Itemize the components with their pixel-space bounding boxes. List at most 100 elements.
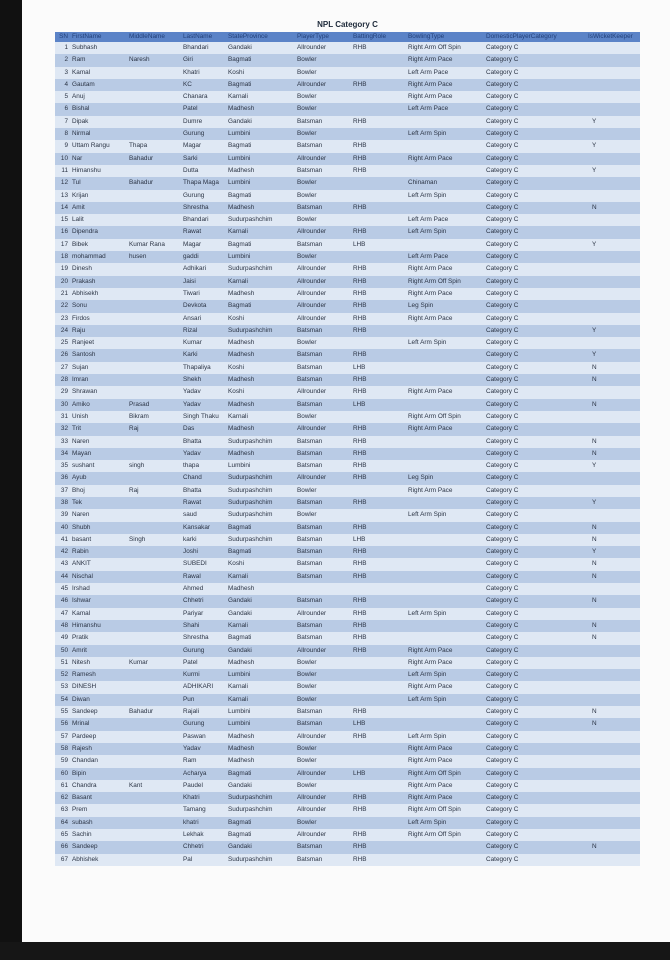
cell-bowling-type: Right Arm Off Spin bbox=[408, 44, 461, 51]
cell-domestic-category: Category C bbox=[486, 117, 519, 125]
cell-is-wicket-keeper bbox=[586, 780, 640, 792]
cell-domestic-category: Category C bbox=[486, 474, 519, 482]
cell-state-province: Madhesh bbox=[228, 289, 255, 297]
cell-batting-role: RHB bbox=[353, 634, 367, 642]
cell-last-name: Gurung bbox=[183, 191, 205, 199]
cell-state-province: Sudurpashchim bbox=[228, 794, 273, 802]
cell-sn: 32 bbox=[60, 425, 68, 433]
cell-bowling-type: Right Arm Pace bbox=[408, 314, 453, 322]
cell-batting-role: LHB bbox=[353, 535, 366, 543]
cell-player-type: Bowler bbox=[297, 191, 317, 199]
cell-domestic-category: Category C bbox=[486, 326, 519, 334]
cell-batting-role bbox=[351, 743, 406, 755]
cell-is-wicket-keeper bbox=[586, 42, 640, 54]
cell-last-name: Chanara bbox=[183, 93, 208, 101]
cell-sn: 37 bbox=[60, 486, 68, 494]
cell-bowling-type bbox=[406, 534, 484, 546]
cell-domestic-category: Category C bbox=[486, 609, 519, 617]
cell-is-wicket-keeper bbox=[586, 829, 640, 841]
table-row: 66 Sandeep Chhetri Gandaki Batsman RHB Categor… bbox=[55, 841, 640, 854]
cell-last-name: Ram bbox=[183, 757, 197, 765]
cell-state-province: Bagmati bbox=[228, 240, 252, 248]
cell-sn: 55 bbox=[60, 708, 68, 716]
cell-sn: 36 bbox=[60, 474, 68, 482]
cell-bowling-type: Right Arm Pace bbox=[408, 80, 453, 88]
cell-state-province: Lumbini bbox=[228, 130, 251, 138]
cell-last-name: Singh Thaku bbox=[183, 412, 219, 420]
cell-last-name: Yadav bbox=[183, 400, 201, 408]
cell-first-name: Mayan bbox=[72, 449, 92, 457]
cell-state-province: Madhesh bbox=[228, 658, 255, 666]
cell-is-wicket-keeper bbox=[586, 817, 640, 829]
cell-sn: 47 bbox=[60, 609, 68, 617]
cell-batting-role: LHB bbox=[353, 720, 366, 728]
cell-batting-role: RHB bbox=[353, 732, 367, 740]
table-row: 3 Kamal Khatri Koshi Bowler Left Arm Pace Cate… bbox=[55, 66, 640, 79]
table-row: 41 basant Singh karki Sudurpashchim Batsman LH… bbox=[55, 533, 640, 547]
cell-last-name: Rajali bbox=[183, 708, 199, 716]
cell-sn: 48 bbox=[60, 621, 68, 629]
cell-state-province: Lumbini bbox=[228, 708, 251, 716]
cell-first-name: subash bbox=[72, 818, 93, 826]
cell-player-type: Batsman bbox=[297, 240, 323, 248]
cell-player-type: Batsman bbox=[297, 621, 323, 629]
cell-is-wicket-keeper bbox=[586, 153, 640, 165]
cell-batting-role bbox=[351, 411, 406, 423]
table-row: 6 Bishal Patel Madhesh Bowler Left Arm Pace Ca… bbox=[55, 103, 640, 116]
cell-batting-role bbox=[351, 91, 406, 103]
table-body: 1 Subhash Bhandari Gandaki Allrounder RHB Righ… bbox=[55, 42, 640, 866]
cell-domestic-category: Category C bbox=[486, 351, 519, 359]
cell-last-name: Thapaliya bbox=[183, 363, 211, 371]
table-row: 28 Imran Shekh Madhesh Batsman RHB Category C N bbox=[55, 374, 640, 387]
cell-sn: 54 bbox=[60, 695, 68, 703]
cell-first-name: Himanshu bbox=[72, 166, 101, 174]
cell-player-type: Bowler bbox=[297, 339, 317, 347]
cell-is-wicket-keeper bbox=[586, 313, 640, 325]
cell-state-province: Bagmati bbox=[228, 142, 252, 150]
cell-middle-name bbox=[127, 743, 181, 755]
cell-domestic-category: Category C bbox=[486, 535, 519, 543]
cell-state-province: Gandaki bbox=[228, 44, 252, 51]
cell-player-type: Batsman bbox=[297, 117, 323, 125]
table-row: 17 Bibek Kumar Rana Magar Bagmati Batsman LHB C… bbox=[55, 238, 640, 252]
cell-is-wicket-keeper: N bbox=[592, 363, 597, 371]
cell-first-name: Kamal bbox=[72, 609, 91, 617]
cell-player-type: Allrounder bbox=[297, 228, 327, 236]
cell-first-name: Shrawan bbox=[72, 388, 98, 396]
cell-state-province: Bagmati bbox=[228, 548, 252, 556]
table-row: 9 Uttam Rangu Thapa Magar Bagmati Batsman RHB C… bbox=[55, 140, 640, 153]
cell-middle-name bbox=[127, 546, 181, 558]
cell-sn: 45 bbox=[60, 585, 68, 593]
cell-middle-name: singh bbox=[129, 462, 145, 470]
cell-batting-role: RHB bbox=[353, 388, 367, 396]
cell-first-name: Bhoj bbox=[72, 486, 85, 494]
table-row: 26 Santosh Karki Madhesh Batsman RHB Category … bbox=[55, 349, 640, 362]
table-row: 54 Diwan Pun Karnali Bowler Left Arm Spin Cate… bbox=[55, 693, 640, 707]
cell-last-name: Kurmi bbox=[183, 671, 200, 679]
cell-domestic-category: Category C bbox=[486, 732, 519, 740]
table-row: 16 Dipendra Rawat Karnali Allrounder RHB Left … bbox=[55, 226, 640, 239]
cell-is-wicket-keeper: N bbox=[592, 720, 597, 728]
cell-middle-name bbox=[127, 522, 181, 534]
cell-batting-role: RHB bbox=[353, 462, 367, 470]
cell-state-province: Karnali bbox=[228, 621, 248, 629]
cell-batting-role: RHB bbox=[353, 302, 367, 310]
cell-first-name: Lalit bbox=[72, 216, 84, 224]
cell-last-name: Jaisi bbox=[183, 277, 196, 285]
cell-last-name: Chand bbox=[183, 474, 202, 482]
cell-batting-role: RHB bbox=[353, 437, 367, 445]
cell-bowling-type: Right Arm Pace bbox=[408, 56, 453, 64]
cell-last-name: Bhandari bbox=[183, 44, 209, 51]
players-table: SN FirstName MiddleName LastName StateProvin… bbox=[55, 32, 640, 866]
cell-state-province: Karnali bbox=[228, 572, 248, 580]
cell-sn: 10 bbox=[60, 154, 68, 162]
table-row: 21 Abhisekh Tiwari Madhesh Allrounder RHB Righ… bbox=[55, 287, 640, 301]
table-row: 27 Sujan Thapaliya Koshi Batsman LHB Category … bbox=[55, 361, 640, 375]
cell-state-province: Karnali bbox=[228, 277, 248, 285]
cell-last-name: Dumre bbox=[183, 117, 203, 125]
cell-bowling-type bbox=[406, 841, 484, 853]
cell-bowling-type bbox=[406, 546, 484, 558]
table-row: 23 Firdos Ansari Koshi Allrounder RHB Right Ar… bbox=[55, 312, 640, 325]
cell-middle-name bbox=[127, 632, 181, 644]
table-row: 1 Subhash Bhandari Gandaki Allrounder RHB Righ… bbox=[55, 42, 640, 55]
